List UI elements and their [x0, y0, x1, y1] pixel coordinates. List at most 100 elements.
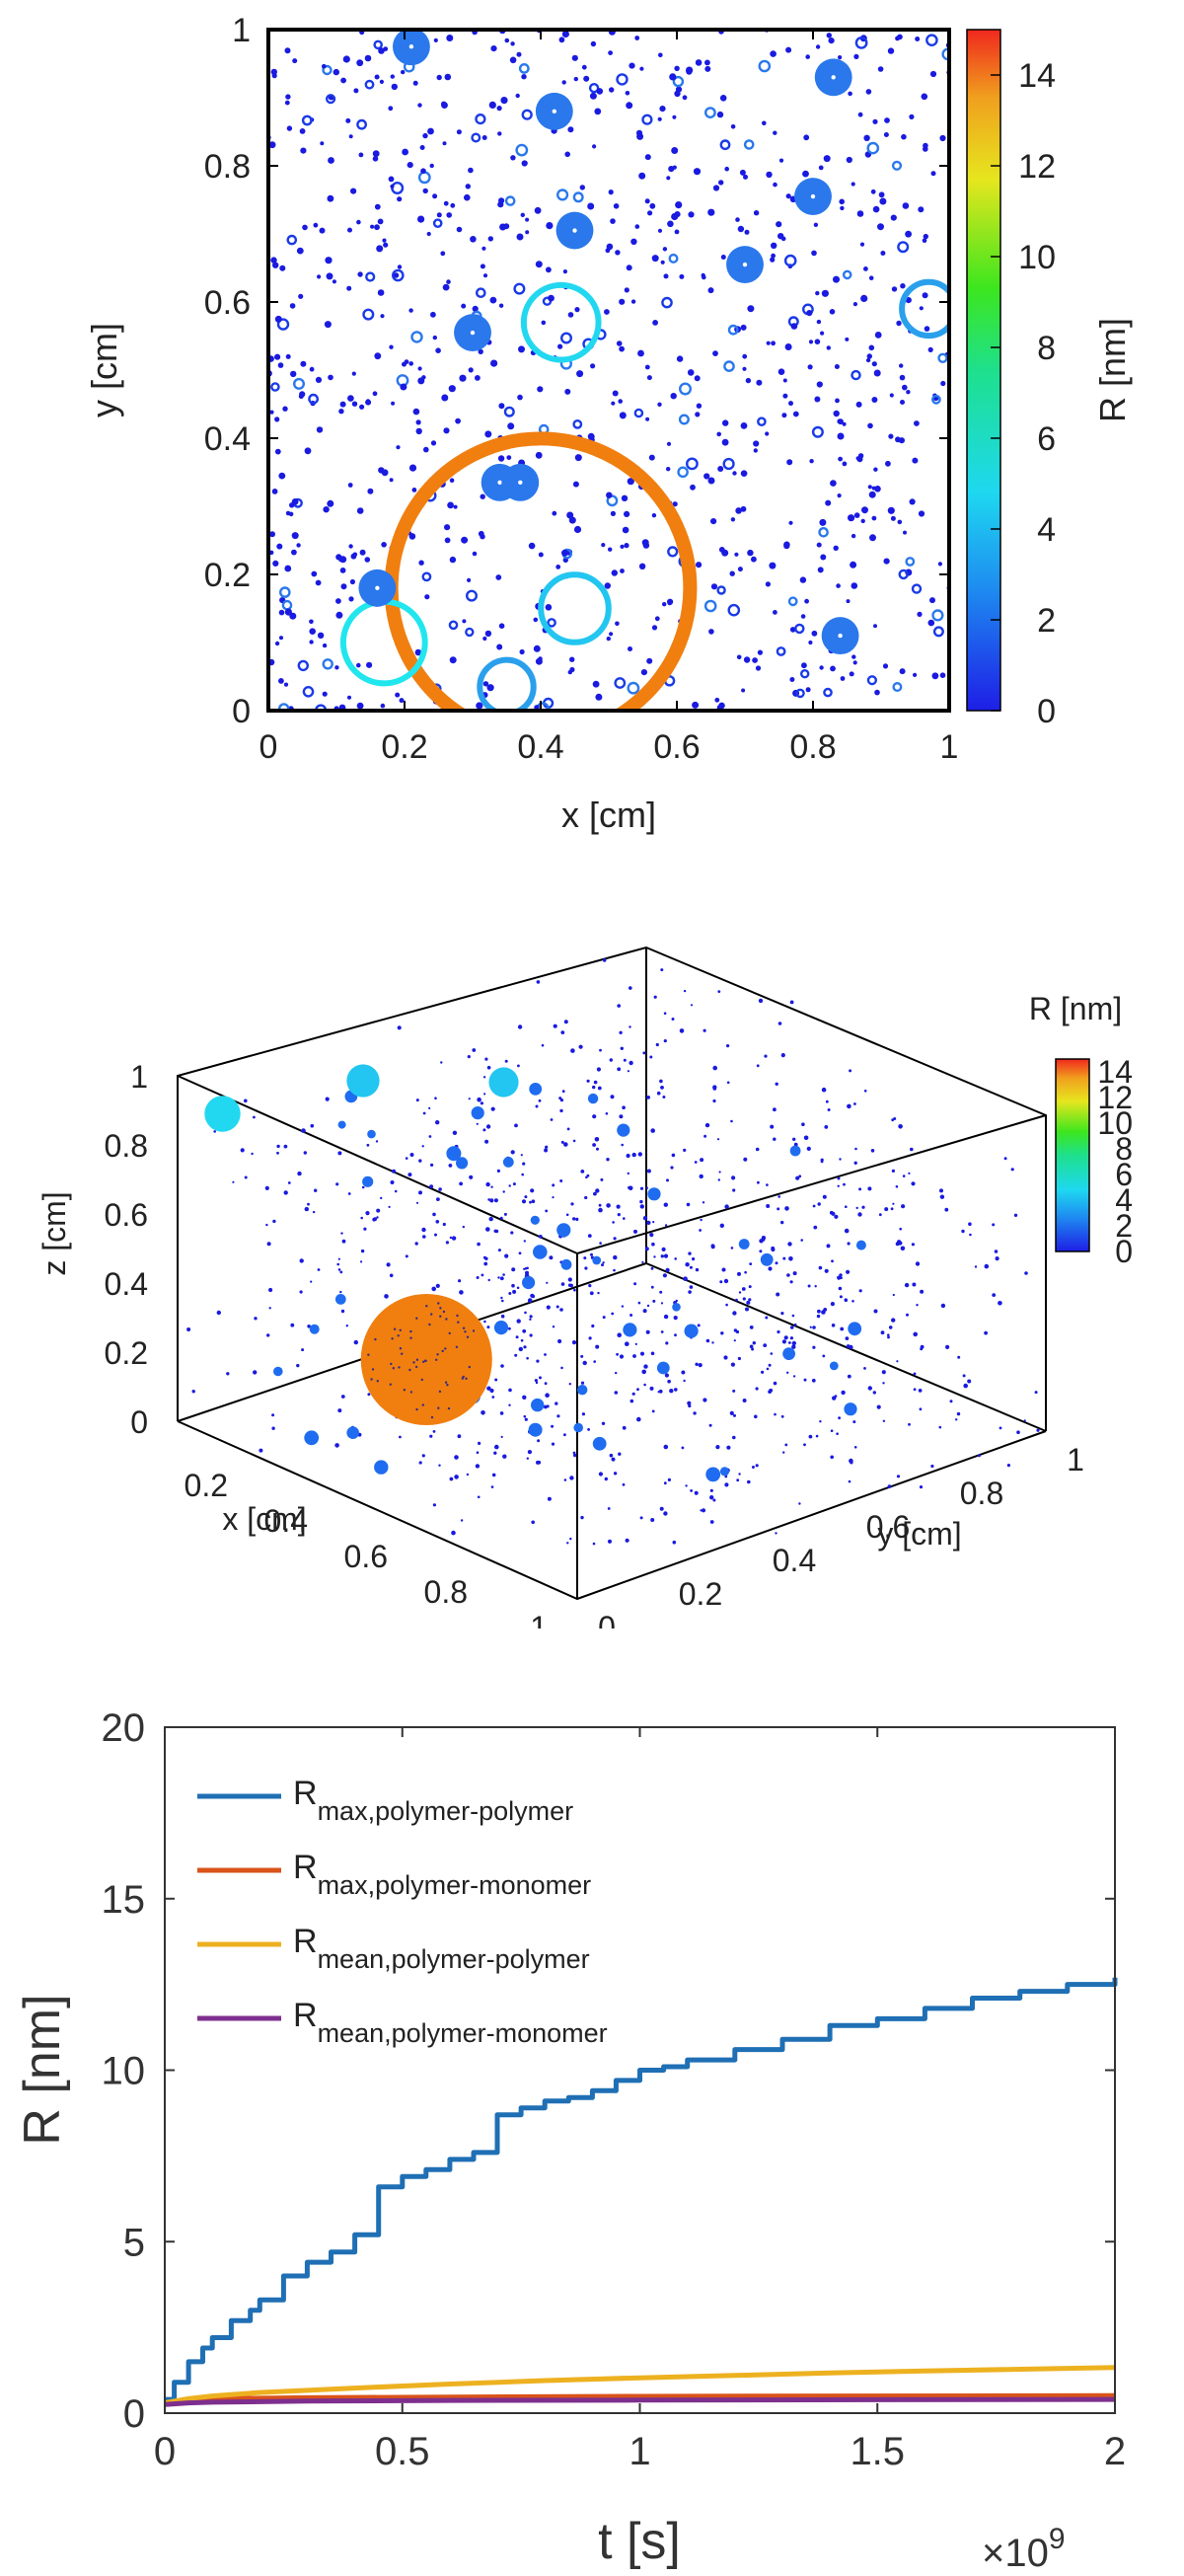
particle [676, 355, 684, 362]
particle [484, 430, 492, 438]
particle [530, 1293, 535, 1298]
particle [662, 602, 667, 607]
particle [299, 128, 306, 134]
particle [389, 1383, 392, 1386]
particle [726, 1044, 730, 1048]
particle-core [518, 480, 523, 486]
particle [919, 1407, 923, 1411]
particle [662, 247, 668, 252]
particle [714, 697, 720, 703]
particle-ring [686, 457, 699, 471]
particle [722, 419, 729, 426]
legend-label: Rmax,polymer-polymer [293, 1775, 573, 1826]
particle [560, 1140, 564, 1144]
particle [765, 431, 770, 436]
particle [418, 1461, 422, 1465]
particle [630, 238, 637, 245]
particle [704, 59, 710, 66]
particle [644, 364, 650, 370]
particle-core [572, 228, 577, 233]
particle [296, 1363, 300, 1368]
particle [412, 80, 418, 86]
particle [526, 1356, 529, 1360]
particle [610, 510, 617, 517]
particle-ring [905, 557, 916, 567]
particle [839, 1158, 842, 1161]
particle [347, 483, 353, 488]
particle [693, 168, 702, 176]
particle [393, 1327, 397, 1330]
particle [855, 1206, 858, 1210]
particle [745, 1307, 749, 1312]
x-axis-label: t [s] [598, 2513, 681, 2570]
particle [347, 1192, 351, 1195]
particle [529, 1333, 533, 1337]
particle [327, 194, 334, 202]
particle [877, 66, 884, 72]
particle [917, 611, 923, 618]
particle [535, 451, 543, 459]
particle [939, 1194, 945, 1199]
legend-label-main: R [293, 1997, 318, 2034]
particle [689, 1285, 694, 1289]
particle [646, 1169, 651, 1174]
particle [707, 208, 715, 216]
particle [740, 505, 747, 512]
particle [449, 1477, 454, 1481]
particle [613, 1237, 617, 1241]
particle [226, 1372, 230, 1376]
particle [481, 1273, 484, 1277]
particle [805, 54, 810, 59]
particle [337, 1268, 341, 1271]
particle [552, 1326, 555, 1328]
particle [735, 507, 742, 514]
particle [426, 231, 431, 237]
particle [707, 287, 714, 294]
particle [716, 111, 724, 118]
particle [647, 1187, 661, 1201]
particle [464, 193, 471, 201]
particle [777, 1329, 780, 1334]
particle [524, 1267, 528, 1270]
particle [724, 166, 729, 172]
particle-ring [641, 114, 653, 125]
particle [774, 1412, 777, 1416]
particle [613, 1472, 618, 1476]
particle [855, 456, 860, 461]
particle [367, 1353, 370, 1356]
particle [389, 478, 394, 483]
particle [565, 1213, 569, 1217]
particle [998, 1301, 1002, 1306]
particle [480, 1101, 483, 1105]
particle [815, 1434, 819, 1438]
particle [770, 1124, 775, 1129]
particle [502, 1190, 505, 1193]
particle [509, 56, 517, 64]
particle-ring [719, 139, 731, 151]
particle [421, 1145, 424, 1148]
particle [857, 112, 863, 117]
particle [847, 1374, 851, 1379]
particle [732, 1188, 736, 1192]
particle [420, 168, 426, 174]
particle [522, 1395, 527, 1400]
particle [435, 1120, 440, 1125]
particle [588, 1336, 592, 1340]
particle [592, 1436, 607, 1451]
particle [439, 1315, 442, 1318]
particle [414, 648, 422, 656]
particle [784, 343, 792, 350]
particle [598, 1207, 603, 1213]
particle [808, 640, 813, 645]
particle [789, 1000, 794, 1005]
particle [824, 1125, 829, 1129]
particle [351, 371, 356, 376]
particle [650, 1266, 654, 1270]
particle [566, 1127, 570, 1131]
x-multiplier-exponent: 9 [1049, 2523, 1066, 2555]
particle [851, 654, 856, 659]
particle [520, 1338, 524, 1342]
particle-ring [677, 466, 689, 479]
particle [586, 1079, 590, 1083]
particle-ring [743, 139, 755, 150]
